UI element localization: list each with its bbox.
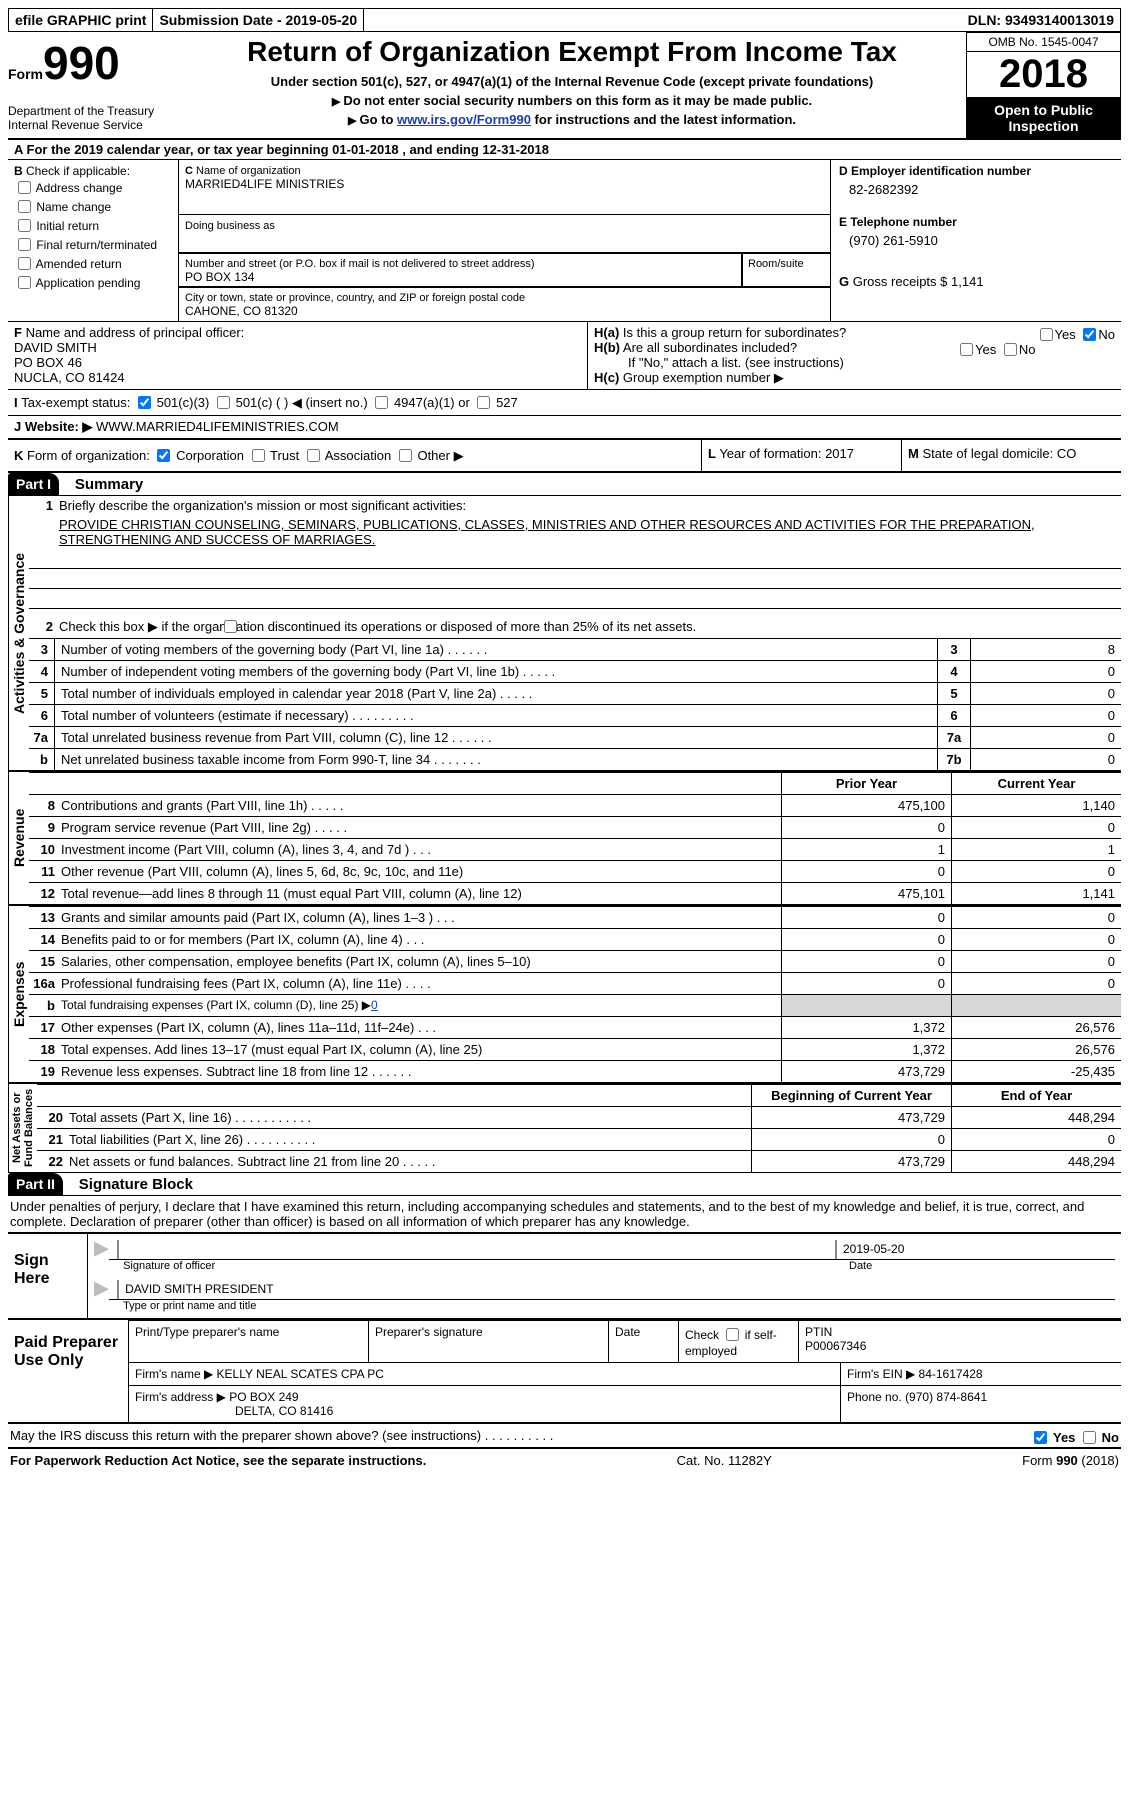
data-line: 13Grants and similar amounts paid (Part … <box>29 906 1121 928</box>
tax-year: 2018 <box>966 52 1121 98</box>
mission-text: PROVIDE CHRISTIAN COUNSELING, SEMINARS, … <box>59 517 1117 547</box>
data-line: 16aProfessional fundraising fees (Part I… <box>29 972 1121 994</box>
final-return-checkbox[interactable] <box>18 238 31 251</box>
vert-revenue: Revenue <box>8 772 29 904</box>
paid-preparer-label: Paid Preparer Use Only <box>8 1320 128 1422</box>
expenses-section: Expenses 13Grants and similar amounts pa… <box>8 906 1121 1084</box>
data-line: 11Other revenue (Part VIII, column (A), … <box>29 860 1121 882</box>
ein: 82-2682392 <box>839 178 1113 201</box>
col-b: B Check if applicable: Address change Na… <box>8 160 178 321</box>
hb-no[interactable] <box>1004 343 1017 356</box>
data-line: 20Total assets (Part X, line 16) . . . .… <box>37 1106 1121 1128</box>
501c3-checkbox[interactable] <box>138 396 151 409</box>
gov-line: 5Total number of individuals employed in… <box>29 682 1121 704</box>
perjury-text: Under penalties of perjury, I declare th… <box>8 1196 1121 1232</box>
street: PO BOX 134 <box>185 270 254 284</box>
trust-checkbox[interactable] <box>252 449 265 462</box>
phone: (970) 261-5910 <box>839 229 1113 252</box>
data-line: 21Total liabilities (Part X, line 26) . … <box>37 1128 1121 1150</box>
part2-header: Part II Signature Block <box>8 1173 1121 1195</box>
501c-checkbox[interactable] <box>217 396 230 409</box>
app-pending-checkbox[interactable] <box>18 276 31 289</box>
data-line: 8Contributions and grants (Part VIII, li… <box>29 794 1121 816</box>
form-header: Form990 Department of the Treasury Inter… <box>8 32 1121 138</box>
row-j: J Website: ▶ WWW.MARRIED4LIFEMINISTRIES.… <box>8 415 1121 438</box>
irs-label: Internal Revenue Service <box>8 118 172 132</box>
website: WWW.MARRIED4LIFEMINISTRIES.COM <box>96 419 339 434</box>
goto-link-line: Go to www.irs.gov/Form990 for instructio… <box>182 112 962 127</box>
form990-link[interactable]: www.irs.gov/Form990 <box>397 112 531 127</box>
discuss-no[interactable] <box>1083 1431 1096 1444</box>
discuss-line: May the IRS discuss this return with the… <box>8 1424 1121 1449</box>
sign-arrow-icon <box>94 1280 109 1312</box>
dln: DLN: 93493140013019 <box>962 9 1120 31</box>
governance-section: Activities & Governance 1Briefly describ… <box>8 496 1121 772</box>
vert-governance: Activities & Governance <box>8 496 29 770</box>
data-line: 9Program service revenue (Part VIII, lin… <box>29 816 1121 838</box>
row-i: I Tax-exempt status: 501(c)(3) 501(c) ( … <box>8 389 1121 415</box>
data-line: 19Revenue less expenses. Subtract line 1… <box>29 1060 1121 1082</box>
page-footer: For Paperwork Reduction Act Notice, see … <box>8 1449 1121 1472</box>
self-employed-checkbox[interactable] <box>726 1328 739 1341</box>
data-line: 22Net assets or fund balances. Subtract … <box>37 1150 1121 1172</box>
omb-number: OMB No. 1545-0047 <box>966 32 1121 52</box>
discuss-yes[interactable] <box>1034 1431 1047 1444</box>
revenue-section: Revenue Prior YearCurrent Year 8Contribu… <box>8 772 1121 906</box>
col-d: D Employer identification number 82-2682… <box>831 160 1121 321</box>
part1-header: Part I Summary <box>8 473 1121 495</box>
col-c: C Name of organization MARRIED4LIFE MINI… <box>178 160 831 321</box>
return-title: Return of Organization Exempt From Incom… <box>182 36 962 68</box>
section-a: A For the 2019 calendar year, or tax yea… <box>8 138 1121 159</box>
gov-line: bNet unrelated business taxable income f… <box>29 748 1121 770</box>
527-checkbox[interactable] <box>477 396 490 409</box>
dept-treasury: Department of the Treasury <box>8 104 172 118</box>
netassets-section: Net Assets or Fund Balances Beginning of… <box>8 1084 1121 1173</box>
data-line: 14Benefits paid to or for members (Part … <box>29 928 1121 950</box>
gov-line: 3Number of voting members of the governi… <box>29 638 1121 660</box>
data-line: 15Salaries, other compensation, employee… <box>29 950 1121 972</box>
under-section: Under section 501(c), 527, or 4947(a)(1)… <box>182 74 962 89</box>
data-line: 17Other expenses (Part IX, column (A), l… <box>29 1016 1121 1038</box>
initial-return-checkbox[interactable] <box>18 219 31 232</box>
section-bcd: B Check if applicable: Address change Na… <box>8 159 1121 321</box>
4947-checkbox[interactable] <box>375 396 388 409</box>
data-line: 18Total expenses. Add lines 13–17 (must … <box>29 1038 1121 1060</box>
name-change-checkbox[interactable] <box>18 200 31 213</box>
sign-here-block: Sign Here 2019-05-20 Signature of office… <box>8 1232 1121 1320</box>
addr-change-checkbox[interactable] <box>18 181 31 194</box>
submission-date: Submission Date - 2019-05-20 <box>153 9 364 31</box>
sign-here-label: Sign Here <box>8 1234 88 1318</box>
vert-expenses: Expenses <box>8 906 29 1082</box>
ha-yes[interactable] <box>1040 328 1053 341</box>
efile-label: efile GRAPHIC print <box>9 9 153 31</box>
data-line: 10Investment income (Part VIII, column (… <box>29 838 1121 860</box>
paid-preparer-block: Paid Preparer Use Only Print/Type prepar… <box>8 1320 1121 1424</box>
ssn-notice: Do not enter social security numbers on … <box>182 93 962 108</box>
ha-no[interactable] <box>1083 328 1096 341</box>
sign-arrow-icon <box>94 1240 109 1272</box>
assoc-checkbox[interactable] <box>307 449 320 462</box>
org-name: MARRIED4LIFE MINISTRIES <box>185 177 344 191</box>
hb-yes[interactable] <box>960 343 973 356</box>
other-checkbox[interactable] <box>399 449 412 462</box>
amended-return-checkbox[interactable] <box>18 257 31 270</box>
gov-line: 6Total number of volunteers (estimate if… <box>29 704 1121 726</box>
vert-netassets: Net Assets or Fund Balances <box>8 1084 37 1172</box>
row-fh: F Name and address of principal officer:… <box>8 321 1121 389</box>
gov-line: 4Number of independent voting members of… <box>29 660 1121 682</box>
data-line: 12Total revenue—add lines 8 through 11 (… <box>29 882 1121 904</box>
city: CAHONE, CO 81320 <box>185 304 298 318</box>
corp-checkbox[interactable] <box>157 449 170 462</box>
gross-receipts: 1,141 <box>951 274 984 289</box>
gov-line: 7aTotal unrelated business revenue from … <box>29 726 1121 748</box>
open-to-public: Open to PublicInspection <box>966 98 1121 138</box>
row-k: K Form of organization: Corporation Trus… <box>8 438 1121 473</box>
top-bar: efile GRAPHIC print Submission Date - 20… <box>8 8 1121 32</box>
discontinued-checkbox[interactable] <box>224 620 237 633</box>
form-990-label: Form990 <box>8 36 172 90</box>
